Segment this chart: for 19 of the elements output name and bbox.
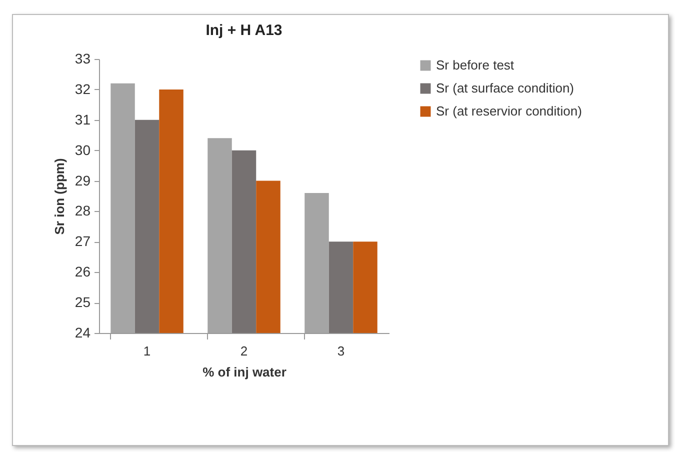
y-tick-label: 33 [74,50,91,66]
y-tick-label: 29 [74,172,91,188]
legend-label: Sr (at reservior condition) [436,104,582,118]
legend-label: Sr (at surface condition) [436,80,574,96]
y-axis-title: Sr ion (ppm) [52,158,67,235]
y-tick-label: 25 [74,294,91,310]
x-tick-label: 2 [240,344,248,358]
y-tick-label: 26 [74,264,91,280]
chart-title: Inj + H A13 [206,22,282,39]
legend-label: Sr before test [436,58,514,72]
x-axis-title: % of inj water [202,364,286,380]
y-tick-label: 28 [74,202,91,219]
y-tick-label: 27 [74,233,91,250]
y-tick-label: 32 [74,80,91,97]
y-tick-label: 24 [74,324,91,340]
y-tick-label: 30 [74,142,91,158]
x-tick-label: 1 [143,344,151,358]
x-tick-label: 3 [337,344,345,358]
y-tick-label: 31 [74,111,91,128]
